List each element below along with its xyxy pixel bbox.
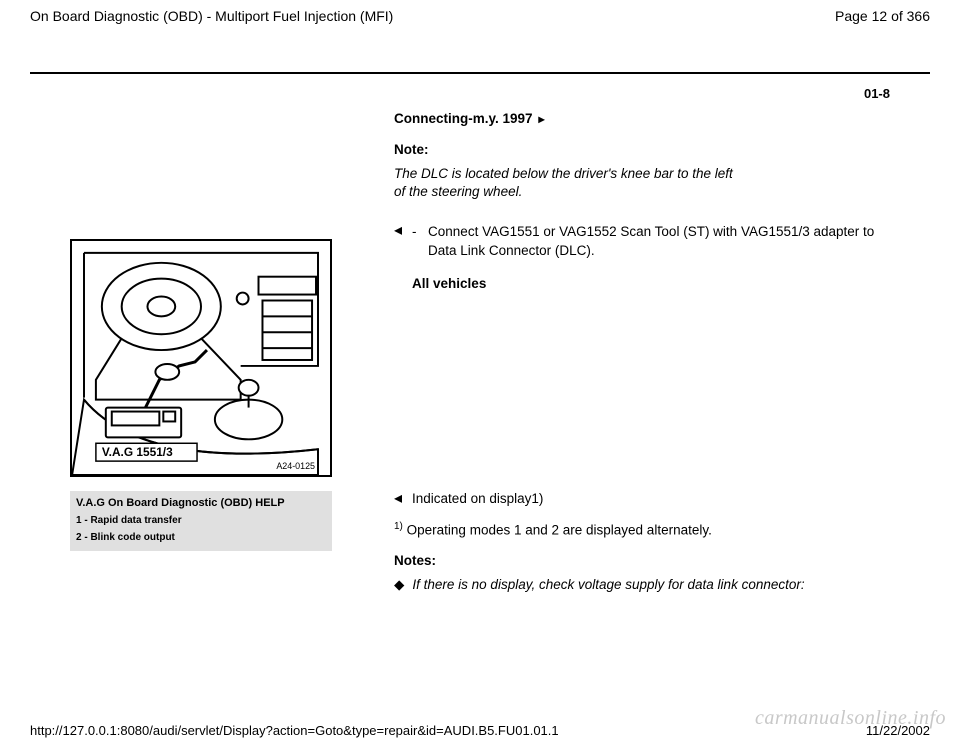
footnote: 1) Operating modes 1 and 2 are displayed…	[394, 521, 900, 538]
right-column: Connecting-m.y. 1997 ▸ Note: The DLC is …	[394, 111, 900, 595]
diamond-icon: ◆	[394, 576, 404, 594]
procedure-body: - Connect VAG1551 or VAG1552 Scan Tool (…	[412, 223, 900, 290]
spacer	[60, 111, 370, 239]
page-number: Page 12 of 366	[835, 8, 930, 24]
display-box-line2: 2 - Blink code output	[76, 532, 326, 543]
dlc-figure: V.A.G 1551/3 A24-0125	[70, 239, 332, 477]
all-vehicles-label: All vehicles	[412, 276, 900, 291]
connecting-heading: Connecting-m.y. 1997 ▸	[394, 111, 900, 126]
figure-device-label: V.A.G 1551/3	[102, 445, 173, 459]
indicated-row: ◂ Indicated on display1)	[394, 491, 900, 507]
heading-text: Connecting-m.y. 1997	[394, 111, 533, 126]
pointer-left-icon: ◂	[394, 223, 402, 239]
page-footer: http://127.0.0.1:8080/audi/servlet/Displ…	[0, 723, 960, 738]
list-item: - Connect VAG1551 or VAG1552 Scan Tool (…	[412, 223, 900, 259]
footnote-text: Operating modes 1 and 2 are displayed al…	[403, 522, 712, 537]
display-help-box: V.A.G On Board Diagnostic (OBD) HELP 1 -…	[70, 491, 332, 551]
bullet-text: Connect VAG1551 or VAG1552 Scan Tool (ST…	[428, 223, 900, 259]
diamond-text: If there is no display, check voltage su…	[412, 576, 804, 594]
left-column: V.A.G 1551/3 A24-0125 V.A.G On Board Dia…	[60, 111, 370, 595]
display-box-title: V.A.G On Board Diagnostic (OBD) HELP	[76, 497, 326, 509]
heading-arrow-icon: ▸	[539, 112, 545, 126]
figure-svg: V.A.G 1551/3 A24-0125	[72, 241, 330, 475]
footnote-sup: 1)	[394, 521, 403, 532]
display-info-block: ◂ Indicated on display1) 1) Operating mo…	[394, 491, 900, 595]
notes-list: ◆ If there is no display, check voltage …	[394, 576, 900, 594]
footer-date: 11/22/2002	[866, 723, 930, 738]
doc-title: On Board Diagnostic (OBD) - Multiport Fu…	[30, 8, 393, 24]
horizontal-rule	[30, 72, 930, 74]
procedure-block: ◂ - Connect VAG1551 or VAG1552 Scan Tool…	[394, 223, 900, 290]
note-label: Note:	[394, 142, 900, 157]
procedure-list: - Connect VAG1551 or VAG1552 Scan Tool (…	[412, 223, 900, 259]
section-number: 01-8	[0, 86, 890, 101]
figure-ref: A24-0125	[276, 461, 315, 471]
bullet-dash: -	[412, 223, 420, 259]
display-box-line1: 1 - Rapid data transfer	[76, 515, 326, 526]
pointer-left-icon: ◂	[394, 491, 402, 507]
indicated-text: Indicated on display1)	[412, 491, 543, 506]
page-header: On Board Diagnostic (OBD) - Multiport Fu…	[0, 0, 960, 24]
content-grid: V.A.G 1551/3 A24-0125 V.A.G On Board Dia…	[60, 111, 900, 595]
list-item: ◆ If there is no display, check voltage …	[394, 576, 900, 594]
note-text: The DLC is located below the driver's kn…	[394, 165, 734, 201]
spacer	[394, 291, 900, 491]
footer-url: http://127.0.0.1:8080/audi/servlet/Displ…	[30, 723, 559, 738]
notes-label: Notes:	[394, 553, 900, 568]
page: On Board Diagnostic (OBD) - Multiport Fu…	[0, 0, 960, 742]
